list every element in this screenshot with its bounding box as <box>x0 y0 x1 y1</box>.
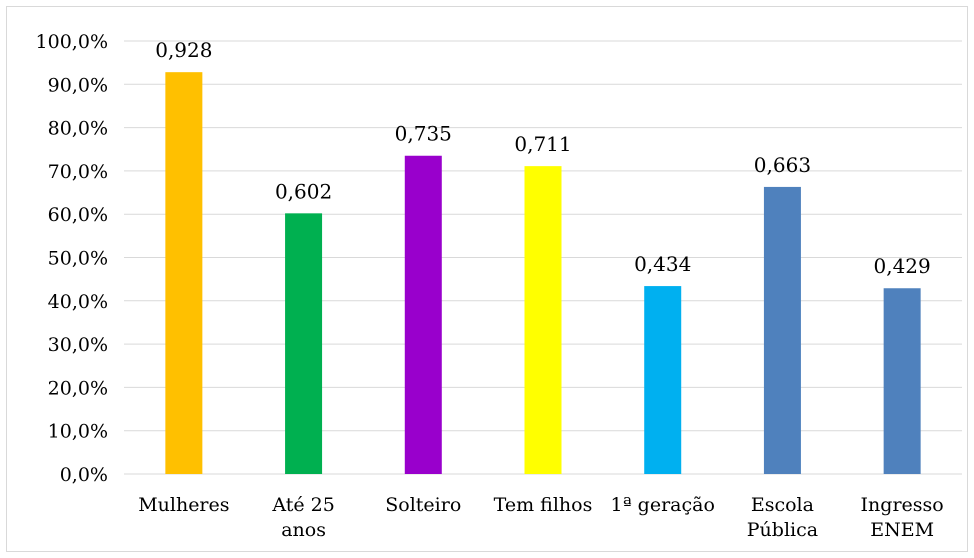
category-label: Ingresso <box>861 494 944 516</box>
y-tick-label: 50,0% <box>48 248 108 270</box>
y-axis-tick-labels: 0,0% 10,0% 20,0% 30,0% 40,0% 50,0% 60,0% 70,0% 8… <box>36 31 108 486</box>
y-tick-label: 40,0% <box>48 291 108 313</box>
category-label: ENEM <box>870 519 934 541</box>
y-tick-label: 0,0% <box>60 464 108 486</box>
y-tick-label: 100,0% <box>36 31 108 53</box>
bars <box>165 72 921 475</box>
category-label: Até 25 <box>271 494 334 516</box>
y-tick-label: 10,0% <box>48 421 108 443</box>
category-label: Tem filhos <box>494 494 593 516</box>
data-labels: 0,928 0,602 0,735 0,711 0,434 0,663 0,429 <box>155 38 931 278</box>
category-label: anos <box>281 519 326 541</box>
bar <box>524 166 562 474</box>
bar <box>883 288 921 474</box>
data-label: 0,602 <box>275 179 332 203</box>
y-tick-label: 30,0% <box>48 334 108 356</box>
bar <box>165 72 203 475</box>
category-label: Escola <box>751 494 814 516</box>
gridlines <box>124 40 962 475</box>
bar <box>285 213 323 475</box>
bar <box>404 155 442 474</box>
x-axis-category-labels: Mulheres Até 25 anos Solteiro Tem filhos 1ª g… <box>138 494 944 541</box>
data-label: 0,711 <box>514 132 571 156</box>
y-tick-label: 90,0% <box>48 74 108 96</box>
data-label: 0,928 <box>155 38 212 62</box>
y-tick-label: 20,0% <box>48 377 108 399</box>
category-label: Pública <box>747 519 818 541</box>
category-label: Solteiro <box>385 494 461 516</box>
category-label: Mulheres <box>138 494 229 516</box>
bar <box>763 186 801 474</box>
y-tick-label: 80,0% <box>48 118 108 140</box>
data-label: 0,429 <box>874 254 931 278</box>
y-tick-label: 60,0% <box>48 204 108 226</box>
data-label: 0,663 <box>754 153 811 177</box>
bar <box>644 286 682 474</box>
data-label: 0,735 <box>395 122 452 146</box>
data-label: 0,434 <box>634 252 691 276</box>
y-tick-label: 70,0% <box>48 161 108 183</box>
category-label: 1ª geração <box>611 494 715 516</box>
